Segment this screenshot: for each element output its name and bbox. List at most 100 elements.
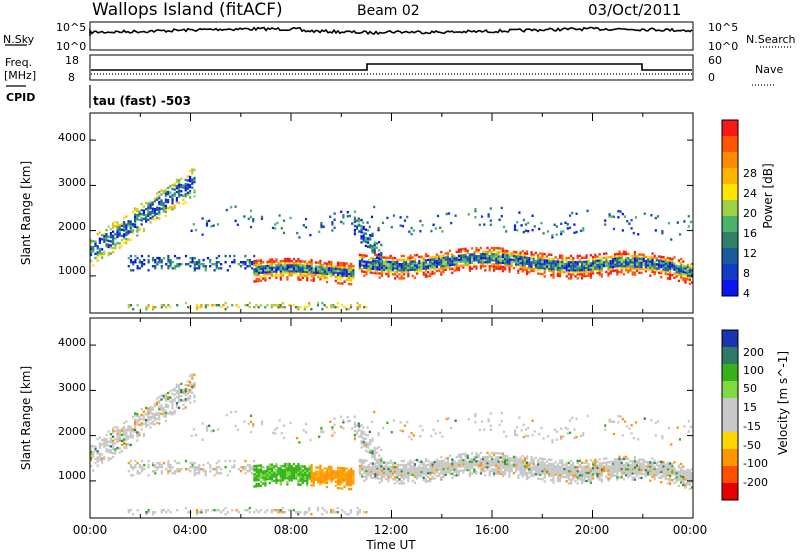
velocity-echo-cell bbox=[234, 424, 237, 428]
power-echo-cell bbox=[576, 271, 579, 274]
power-echo-cell bbox=[567, 260, 570, 264]
power-echo-cell bbox=[129, 220, 132, 223]
velocity-echo-cell bbox=[319, 474, 322, 478]
velocity-echo-cell bbox=[523, 457, 526, 460]
power-echo-cell bbox=[526, 266, 529, 270]
velocity-echo-cell bbox=[537, 469, 540, 472]
velocity-echo-cell bbox=[142, 432, 145, 436]
power-echo-cell bbox=[518, 211, 521, 214]
power-echo-cell bbox=[691, 269, 694, 272]
velocity-echo-cell bbox=[528, 470, 531, 473]
power-echo-cell bbox=[387, 262, 390, 266]
power-echo-cell bbox=[419, 219, 422, 223]
power-echo-cell bbox=[455, 265, 458, 268]
velocity-echo-cell bbox=[189, 382, 192, 386]
velocity-echo-cell bbox=[653, 476, 656, 479]
velocity-echo-cell bbox=[195, 472, 199, 475]
power-echo-cell bbox=[515, 263, 518, 266]
power-echo-cell bbox=[169, 195, 172, 198]
velocity-echo-cell bbox=[308, 471, 311, 475]
velocity-echo-cell bbox=[182, 399, 185, 402]
power-echo-cell bbox=[422, 259, 425, 262]
power-echo-cell bbox=[541, 266, 544, 270]
velocity-echo-cell bbox=[173, 393, 176, 396]
velocity-echo-cell bbox=[385, 469, 388, 473]
velocity-echo-cell bbox=[526, 475, 529, 479]
power-echo-cell bbox=[460, 254, 463, 257]
velocity-echo-cell bbox=[123, 421, 126, 425]
velocity-echo-cell bbox=[493, 460, 496, 463]
velocity-echo-cell bbox=[537, 461, 540, 464]
velocity-echo-cell bbox=[94, 449, 97, 452]
power-echo-cell bbox=[684, 271, 687, 274]
velocity-echo-cell bbox=[257, 474, 260, 478]
velocity-echo-cell bbox=[167, 395, 170, 399]
velocity-echo-cell bbox=[186, 392, 189, 395]
velocity-echo-cell bbox=[431, 471, 434, 474]
power-echo-cell bbox=[576, 269, 579, 272]
velocity-echo-cell bbox=[198, 472, 201, 475]
power-echo-cell bbox=[352, 271, 355, 274]
velocity-echo-cell bbox=[504, 456, 507, 460]
power-echo-cell bbox=[620, 260, 623, 264]
power-echo-cell bbox=[198, 263, 201, 266]
velocity-echo-cell bbox=[264, 478, 267, 481]
power-echo-cell bbox=[162, 189, 165, 193]
velocity-echo-cell bbox=[262, 474, 265, 477]
velocity-echo-cell bbox=[127, 443, 130, 446]
velocity-echo-cell bbox=[290, 471, 293, 474]
velocity-echo-cell bbox=[499, 472, 502, 475]
power-echo-cell bbox=[398, 273, 401, 276]
power-echo-cell bbox=[322, 225, 325, 228]
velocity-echo-cell bbox=[360, 432, 363, 435]
power-echo-cell bbox=[666, 273, 669, 276]
velocity-echo-cell bbox=[317, 478, 320, 482]
velocity-echo-cell bbox=[506, 461, 509, 464]
power-echo-cell bbox=[460, 260, 463, 263]
power-echo-cell bbox=[173, 206, 176, 210]
power-echo-cell bbox=[173, 184, 176, 187]
velocity-echo-cell bbox=[416, 473, 419, 476]
velocity-echo-cell bbox=[328, 469, 331, 473]
velocity-echo-cell bbox=[644, 473, 647, 476]
velocity-echo-cell bbox=[358, 509, 361, 512]
colorbar-segment bbox=[722, 280, 738, 297]
velocity-echo-cell bbox=[451, 468, 454, 471]
power-echo-cell bbox=[107, 251, 110, 255]
velocity-echo-cell bbox=[534, 471, 537, 474]
velocity-echo-cell bbox=[380, 461, 383, 464]
power-echo-cell bbox=[424, 267, 427, 270]
power-echo-cell bbox=[556, 270, 559, 273]
velocity-echo-cell bbox=[184, 398, 187, 401]
power-echo-cell bbox=[160, 203, 163, 206]
power-echo-cell bbox=[387, 268, 390, 272]
velocity-echo-cell bbox=[215, 509, 218, 512]
velocity-echo-cell bbox=[277, 467, 280, 470]
power-echo-cell bbox=[259, 259, 263, 262]
power-echo-cell bbox=[248, 261, 251, 264]
velocity-echo-cell bbox=[350, 469, 353, 473]
power-echo-cell bbox=[259, 265, 263, 268]
velocity-echo-cell bbox=[90, 456, 93, 460]
velocity-echo-cell bbox=[594, 458, 597, 462]
velocity-echo-cell bbox=[609, 469, 612, 472]
power-echo-cell bbox=[330, 267, 333, 270]
power-echo-cell bbox=[483, 223, 486, 226]
power-echo-cell bbox=[499, 267, 502, 270]
velocity-echo-cell bbox=[457, 465, 460, 469]
power-echo-cell bbox=[107, 253, 110, 257]
velocity-echo-cell bbox=[506, 454, 509, 458]
velocity-echo-cell bbox=[664, 477, 667, 481]
power-echo-cell bbox=[345, 308, 348, 311]
power-echo-cell bbox=[257, 267, 260, 270]
power-echo-cell bbox=[253, 272, 256, 275]
velocity-echo-cell bbox=[90, 444, 93, 447]
power-echo-cell bbox=[372, 263, 375, 266]
power-echo-cell bbox=[616, 263, 619, 266]
velocity-echo-cell bbox=[182, 403, 185, 406]
velocity-echo-cell bbox=[638, 468, 641, 471]
power-echo-cell bbox=[541, 254, 544, 257]
power-echo-cell bbox=[410, 233, 413, 236]
velocity-echo-cell bbox=[374, 470, 377, 474]
velocity-echo-cell bbox=[653, 465, 656, 469]
